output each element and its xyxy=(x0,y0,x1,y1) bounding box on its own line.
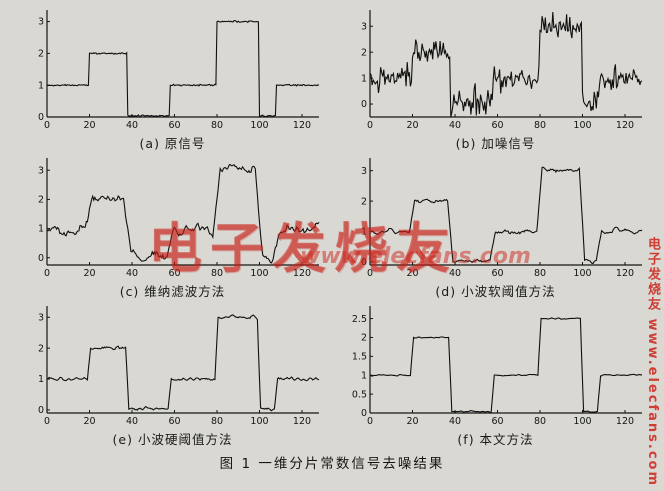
svg-text:0: 0 xyxy=(37,405,43,416)
svg-text:0: 0 xyxy=(360,408,366,419)
svg-text:3: 3 xyxy=(37,312,43,323)
subplot-d-plot: 0 20 40 60 80 100 120 0 1 2 3 xyxy=(360,158,642,279)
svg-text:1: 1 xyxy=(37,374,43,385)
svg-text:3: 3 xyxy=(360,21,366,32)
svg-text:100: 100 xyxy=(573,416,591,427)
svg-text:80: 80 xyxy=(533,416,545,427)
svg-text:1: 1 xyxy=(360,73,366,84)
svg-text:1: 1 xyxy=(37,80,43,91)
figure-grid: 0 20 40 60 80 100 120 0 1 2 3 (a) 原信号 0 20 40 60 80 100… xyxy=(18,6,650,448)
svg-text:0: 0 xyxy=(43,416,49,427)
svg-text:60: 60 xyxy=(168,120,180,131)
subplot-d: 0 20 40 60 80 100 120 0 1 2 3 (d) 小波软阈值方法 xyxy=(341,154,650,300)
svg-text:120: 120 xyxy=(615,268,633,279)
svg-text:40: 40 xyxy=(448,120,460,131)
subplot-f: 0 20 40 60 80 100 120 0 0.5 1 1.5 2 2.5 (f) 本文方法 xyxy=(341,302,650,448)
subplot-a-plot: 0 20 40 60 80 100 120 0 1 2 3 xyxy=(37,10,319,131)
svg-text:0: 0 xyxy=(43,120,49,131)
svg-text:2.5: 2.5 xyxy=(351,314,366,325)
subplot-a-caption: (a) 原信号 xyxy=(139,136,206,151)
subplot-e-caption: (e) 小波硬阈值方法 xyxy=(112,432,233,447)
subplot-a: 0 20 40 60 80 100 120 0 1 2 3 (a) 原信号 xyxy=(18,6,327,152)
svg-text:80: 80 xyxy=(210,268,222,279)
svg-text:1: 1 xyxy=(360,370,366,381)
figure-caption: 图 1 一维分片常数信号去噪结果 xyxy=(219,456,445,472)
subplot-b: 0 20 40 60 80 100 120 0 1 2 3 (b) 加噪信号 xyxy=(341,6,650,152)
svg-text:100: 100 xyxy=(573,120,591,131)
subplot-b-caption: (b) 加噪信号 xyxy=(455,136,536,151)
svg-text:0: 0 xyxy=(43,268,49,279)
svg-text:120: 120 xyxy=(292,268,310,279)
subplot-c-caption: (c) 维纳滤波方法 xyxy=(119,284,226,299)
svg-text:0.5: 0.5 xyxy=(351,389,366,400)
svg-text:20: 20 xyxy=(406,416,418,427)
svg-text:0: 0 xyxy=(366,416,372,427)
svg-text:2: 2 xyxy=(37,343,43,354)
svg-text:100: 100 xyxy=(250,120,268,131)
svg-text:60: 60 xyxy=(168,416,180,427)
svg-text:120: 120 xyxy=(615,120,633,131)
svg-text:20: 20 xyxy=(83,416,95,427)
subplot-f-caption: (f) 本文方法 xyxy=(457,432,534,447)
svg-text:120: 120 xyxy=(615,416,633,427)
svg-text:80: 80 xyxy=(533,268,545,279)
subplot-e: 0 20 40 60 80 100 120 0 1 2 3 (e) 小波硬阈值方法 xyxy=(18,302,327,448)
subplot-e-plot: 0 20 40 60 80 100 120 0 1 2 3 xyxy=(37,306,319,427)
svg-text:0: 0 xyxy=(366,120,372,131)
svg-text:0: 0 xyxy=(37,253,43,264)
svg-text:100: 100 xyxy=(250,416,268,427)
svg-text:20: 20 xyxy=(406,268,418,279)
svg-text:60: 60 xyxy=(168,268,180,279)
svg-text:40: 40 xyxy=(125,416,137,427)
svg-text:60: 60 xyxy=(491,268,503,279)
svg-text:40: 40 xyxy=(448,416,460,427)
svg-text:2: 2 xyxy=(360,333,366,344)
svg-text:2: 2 xyxy=(37,49,43,60)
svg-text:0: 0 xyxy=(360,257,366,268)
svg-text:0: 0 xyxy=(360,99,366,110)
subplot-f-plot: 0 20 40 60 80 100 120 0 0.5 1 1.5 2 2.5 xyxy=(351,306,642,427)
svg-text:120: 120 xyxy=(292,120,310,131)
svg-text:100: 100 xyxy=(250,268,268,279)
svg-text:20: 20 xyxy=(406,120,418,131)
svg-text:2: 2 xyxy=(37,195,43,206)
svg-text:20: 20 xyxy=(83,120,95,131)
svg-text:2: 2 xyxy=(360,47,366,58)
svg-text:80: 80 xyxy=(533,120,545,131)
svg-text:3: 3 xyxy=(360,166,366,177)
svg-text:1: 1 xyxy=(37,224,43,235)
svg-text:120: 120 xyxy=(292,416,310,427)
subplot-b-plot: 0 20 40 60 80 100 120 0 1 2 3 xyxy=(360,10,642,131)
svg-text:60: 60 xyxy=(491,416,503,427)
svg-text:2: 2 xyxy=(360,196,366,207)
subplot-d-caption: (d) 小波软阈值方法 xyxy=(435,284,556,299)
svg-text:1.5: 1.5 xyxy=(351,352,366,363)
svg-text:0: 0 xyxy=(366,268,372,279)
svg-text:0: 0 xyxy=(37,112,43,123)
svg-text:20: 20 xyxy=(83,268,95,279)
svg-text:40: 40 xyxy=(125,268,137,279)
svg-text:80: 80 xyxy=(210,416,222,427)
svg-text:80: 80 xyxy=(210,120,222,131)
svg-text:40: 40 xyxy=(448,268,460,279)
svg-text:3: 3 xyxy=(37,17,43,28)
svg-text:3: 3 xyxy=(37,165,43,176)
svg-text:60: 60 xyxy=(491,120,503,131)
subplot-c: 0 20 40 60 80 100 120 0 1 2 3 (c) 维纳滤波方法 xyxy=(18,154,327,300)
svg-text:40: 40 xyxy=(125,120,137,131)
svg-text:1: 1 xyxy=(360,227,366,238)
subplot-c-plot: 0 20 40 60 80 100 120 0 1 2 3 xyxy=(37,158,319,279)
svg-text:100: 100 xyxy=(573,268,591,279)
